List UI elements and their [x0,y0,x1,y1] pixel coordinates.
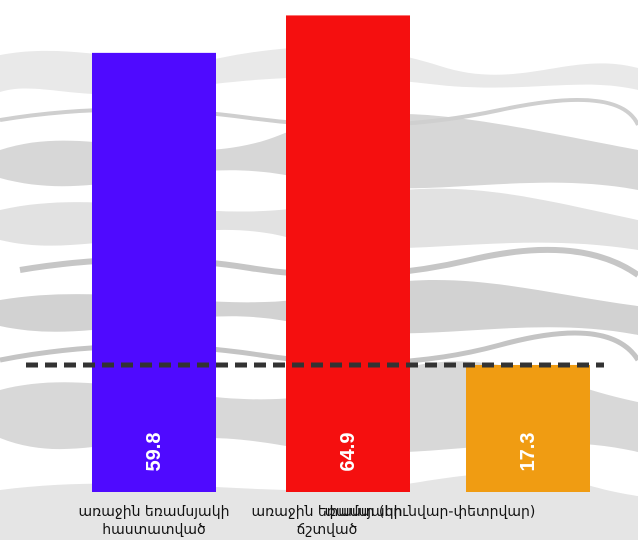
value-label-2: 64.9 [337,433,359,472]
category-label-1: առաջին եռամսյակի հաստատված [79,504,230,538]
bar-1 [92,52,216,492]
bar-2 [286,15,410,492]
bars-group [92,15,590,492]
value-label-3: 17.3 [517,433,539,472]
value-labels-group: 59.8 64.9 17.3 [143,433,539,472]
category-labels-group: առաջին եռամսյակի հաստատված առաջին եռամսյակ… [79,504,536,538]
bar-3 [466,364,590,492]
category-label-2: առաջին եռամսյակի ճշտված [252,504,403,538]
value-label-1: 59.8 [143,433,165,472]
category-label-3: փաստ (հունվար-փետրվար) [325,504,536,520]
